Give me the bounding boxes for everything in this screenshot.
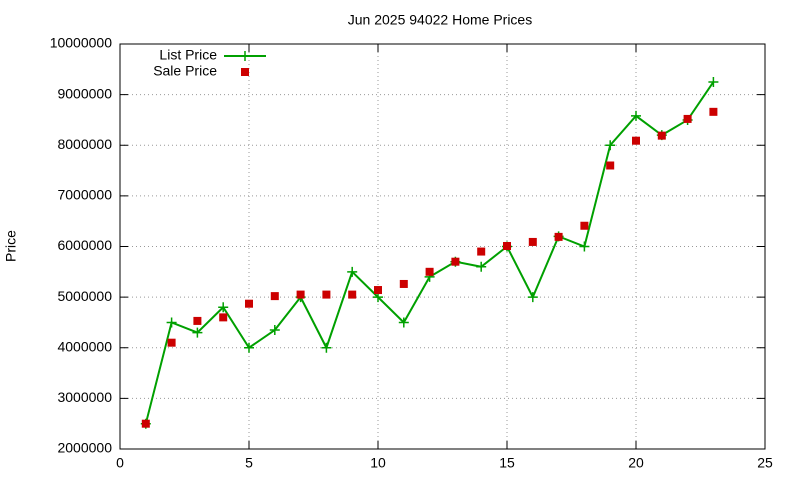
data-point	[632, 136, 640, 145]
data-point	[348, 290, 357, 299]
data-point	[193, 316, 202, 325]
y-tick-label: 3000000	[57, 389, 112, 405]
data-point	[296, 290, 305, 299]
data-point	[141, 419, 150, 428]
data-point	[192, 327, 203, 338]
data-point	[527, 292, 538, 303]
data-point	[657, 131, 666, 140]
data-point	[477, 247, 486, 256]
x-tick-label: 10	[370, 455, 386, 471]
data-point	[425, 267, 434, 276]
y-tick-label: 2000000	[57, 440, 112, 456]
x-tick-label: 20	[628, 455, 644, 471]
x-tick-label: 25	[757, 455, 773, 471]
data-point	[322, 290, 331, 299]
y-tick-label: 5000000	[57, 288, 112, 304]
data-point	[399, 279, 408, 288]
data-point	[398, 317, 409, 328]
data-point	[374, 286, 382, 295]
data-point	[579, 241, 590, 252]
legend-label: Sale Price	[153, 63, 217, 79]
data-point	[606, 161, 615, 170]
x-tick-label: 0	[116, 455, 124, 471]
data-point	[554, 232, 563, 241]
data-point	[631, 110, 641, 121]
y-tick-label: 6000000	[57, 237, 112, 253]
y-tick-label: 4000000	[57, 338, 112, 354]
plot-frame	[119, 43, 766, 450]
data-point	[270, 292, 279, 301]
data-point	[503, 241, 511, 250]
y-tick-label: 10000000	[50, 35, 113, 51]
legend-marker	[241, 68, 249, 76]
data-point	[244, 342, 254, 353]
data-point	[476, 261, 487, 272]
data-point	[605, 140, 616, 151]
data-point	[451, 257, 460, 266]
chart-title: Jun 2025 94022 Home Prices	[348, 12, 532, 28]
legend-marker	[240, 51, 250, 61]
legend-label: List Price	[159, 47, 217, 63]
data-line	[144, 81, 715, 424]
data-point	[167, 338, 176, 347]
data-point	[166, 317, 177, 328]
x-tick-label: 5	[245, 455, 253, 471]
data-point	[347, 266, 358, 277]
data-point	[708, 76, 719, 87]
data-point	[218, 302, 229, 313]
data-point	[683, 114, 692, 123]
data-point	[219, 313, 228, 322]
data-point	[245, 299, 253, 308]
data-point	[580, 221, 589, 230]
data-point	[321, 342, 332, 353]
y-tick-label: 9000000	[57, 85, 112, 101]
data-point	[528, 237, 537, 246]
data-point	[269, 325, 280, 336]
y-axis-label: Price	[3, 230, 19, 262]
y-tick-label: 8000000	[57, 136, 112, 152]
y-tick-label: 7000000	[57, 187, 112, 203]
x-tick-label: 15	[499, 455, 515, 471]
data-point	[709, 107, 718, 116]
